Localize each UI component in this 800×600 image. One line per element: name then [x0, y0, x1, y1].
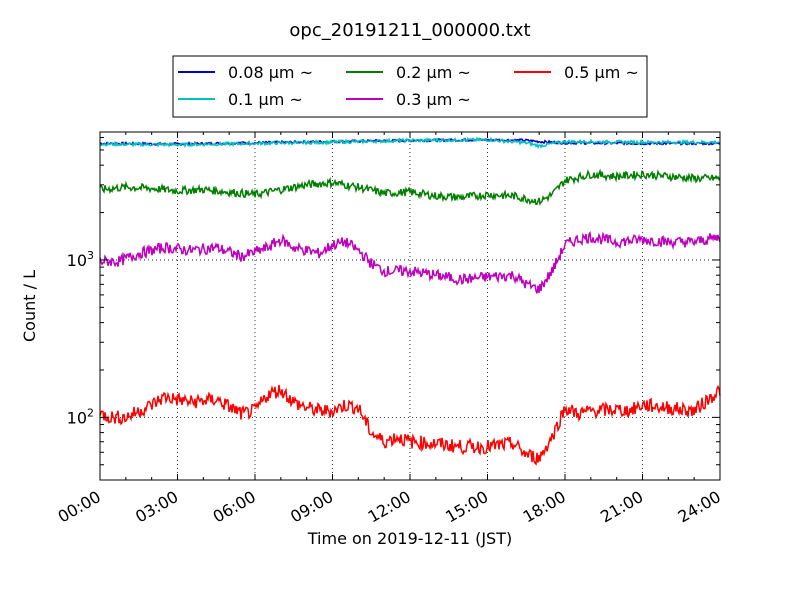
y-tick-label: 102	[67, 406, 94, 427]
x-tick-label: 24:00	[675, 487, 724, 527]
x-tick-label: 00:00	[55, 487, 104, 527]
gridlines	[100, 132, 720, 480]
legend-label-2: 0.1 µm ~	[228, 90, 303, 109]
legend-label-4: 0.3 µm ~	[396, 90, 471, 109]
tick-labels: 00:00 03:00 06:00 09:00 12:00 15:00 18:00 21:00…	[55, 249, 724, 527]
y-tick-label: 103	[67, 249, 94, 270]
x-tick-label: 03:00	[132, 487, 181, 527]
x-axis-label: Time on 2019-12-11 (JST)	[307, 529, 512, 548]
series-line-4	[99, 230, 721, 294]
chart-title: opc_20191211_000000.txt	[289, 20, 530, 41]
series-lines	[99, 136, 721, 466]
x-tick-label: 12:00	[365, 487, 414, 527]
x-tick-label: 15:00	[442, 487, 491, 527]
legend-box	[172, 55, 648, 118]
legend-label-5: 0.5 µm ~	[564, 63, 639, 82]
series-line-3	[99, 168, 721, 206]
x-tick-label: 21:00	[597, 487, 646, 527]
x-tick-label: 06:00	[210, 487, 259, 527]
y-axis-label: Count / L	[20, 270, 39, 342]
ticks	[99, 132, 721, 481]
x-tick-label: 18:00	[520, 487, 569, 527]
legend: 0.08 µm ~ 0.1 µm ~ 0.2 µm ~ 0.3 µm ~ 0.5 µm …	[172, 55, 648, 118]
x-tick-label: 09:00	[287, 487, 336, 527]
legend-label-1: 0.08 µm ~	[228, 63, 313, 82]
series-line-5	[99, 384, 721, 466]
series-line-2	[99, 136, 721, 150]
legend-label-3: 0.2 µm ~	[396, 63, 471, 82]
